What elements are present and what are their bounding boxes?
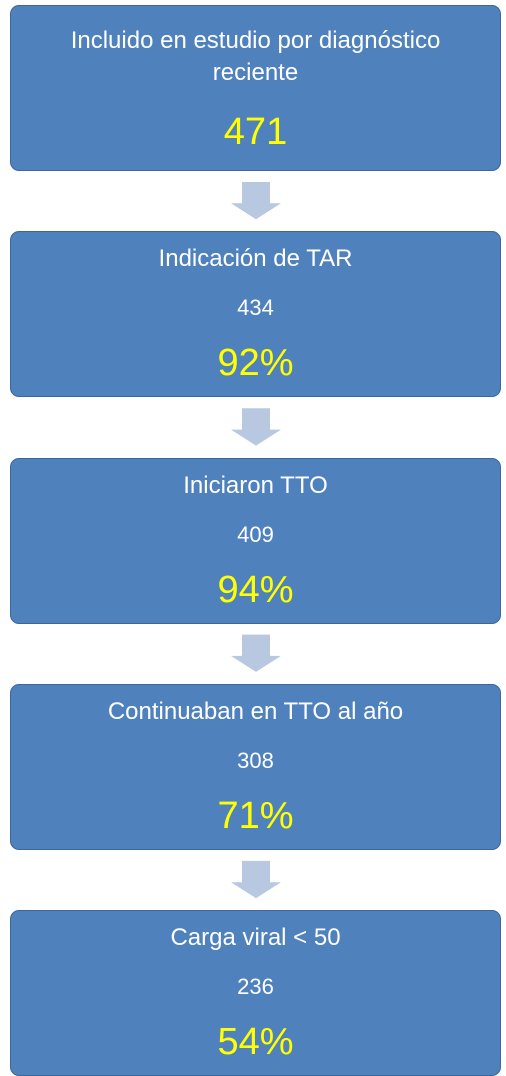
box-value: 71% xyxy=(217,794,294,837)
box-label: Incluido en estudio por diagnóstico reci… xyxy=(70,27,441,86)
box-value: 54% xyxy=(217,1021,294,1064)
box-count: 409 xyxy=(237,521,274,547)
box-label: Indicación de TAR xyxy=(158,245,353,273)
box-value: 471 xyxy=(223,111,288,153)
flow-box: Continuaban en TTO al año 308 71% xyxy=(10,683,501,850)
flow-box: Incluido en estudio por diagnóstico reci… xyxy=(10,5,501,171)
box-count: 308 xyxy=(237,747,274,773)
box-value: 94% xyxy=(217,568,294,611)
box-count: 236 xyxy=(237,974,274,1000)
flow-box: Iniciaron TTO 409 94% xyxy=(10,457,501,624)
arrow xyxy=(231,634,281,672)
box-label: Continuaban en TTO al año xyxy=(107,697,404,725)
box-label: Carga viral < 50 xyxy=(170,924,341,952)
box-value: 92% xyxy=(217,342,294,385)
flow-box: Indicación de TAR 434 92% xyxy=(10,231,501,398)
arrow xyxy=(231,408,281,446)
box-count: 434 xyxy=(237,295,274,321)
box-label: Iniciaron TTO xyxy=(183,471,328,499)
arrow xyxy=(231,182,281,220)
flow-box: Carga viral < 50 236 54% xyxy=(10,910,501,1076)
arrow xyxy=(231,860,281,899)
